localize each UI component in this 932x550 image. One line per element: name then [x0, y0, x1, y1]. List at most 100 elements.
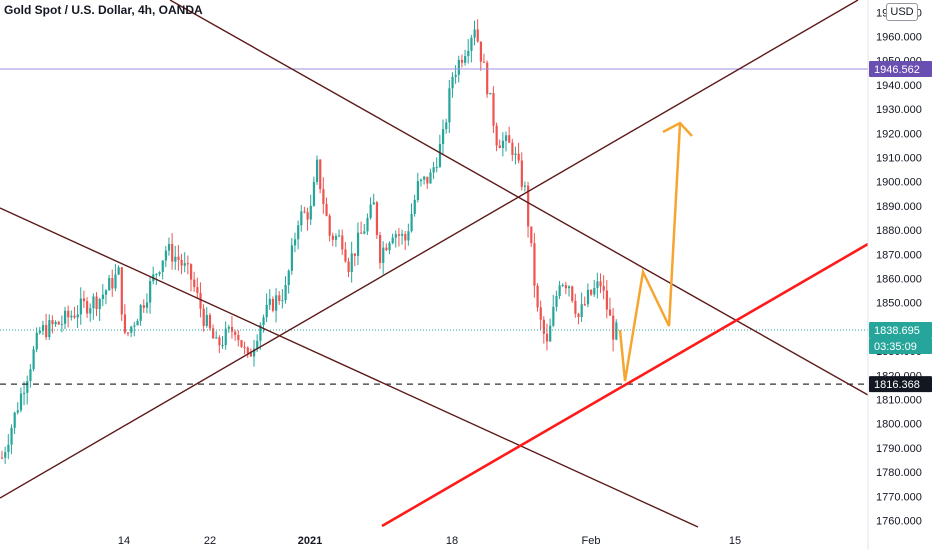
candle-body [552, 306, 555, 326]
candle-body [253, 348, 256, 357]
candle-body [454, 74, 457, 77]
candle-body [316, 159, 319, 182]
candle-body [615, 322, 618, 340]
candle-body [48, 320, 51, 338]
candle-body [590, 289, 593, 295]
y-tick-label: 1890.000 [876, 201, 922, 213]
candle-body [608, 309, 612, 316]
candle-body [230, 326, 234, 332]
candle-body [356, 232, 360, 256]
candle-body [120, 267, 123, 315]
candle-body [599, 281, 602, 287]
candle-body [331, 235, 334, 240]
candle-body [438, 143, 442, 167]
candle-body [287, 270, 290, 285]
candle-body [60, 323, 64, 325]
price-tag-label: 03:35:09 [874, 341, 917, 353]
candle-body [464, 56, 467, 63]
candle-body [517, 153, 520, 161]
candle-body [372, 202, 375, 205]
candle-body [460, 59, 464, 63]
candle-body [205, 314, 208, 326]
candle-body [432, 167, 435, 173]
candle-body [558, 285, 561, 297]
ascending-channel-line [0, 0, 859, 499]
annotation-lines [0, 0, 869, 528]
candle-body [284, 284, 287, 301]
candle-body [410, 213, 413, 232]
plot-area[interactable] [0, 0, 868, 550]
x-tick-label: Feb [582, 535, 601, 547]
red-support-trendline [381, 242, 869, 528]
candle-body [57, 321, 60, 325]
candle-body [501, 140, 505, 148]
candle-body [265, 304, 268, 318]
candle-body [133, 325, 136, 327]
price-tag-label: 1946.562 [874, 64, 920, 76]
candle-body [82, 298, 86, 302]
candle-body [101, 294, 104, 299]
y-tick-label: 1810.000 [876, 395, 922, 407]
x-tick-label: 14 [118, 535, 130, 547]
candle-body [67, 310, 70, 318]
x-tick-label: 15 [729, 535, 741, 547]
candle-body [328, 215, 331, 236]
candle-body [369, 204, 372, 218]
candle-body [139, 305, 142, 321]
candle-body [568, 286, 571, 289]
candle-body [445, 122, 448, 130]
candle-body [596, 281, 599, 288]
candle-body [338, 235, 341, 237]
y-tick-label: 1860.000 [876, 274, 922, 286]
candle-body [489, 92, 492, 95]
currency-button[interactable]: USD [886, 3, 918, 21]
lower-descending-trendline [0, 207, 699, 528]
price-axis[interactable]: 1760.000 1770.000 1780.000 1790.000 1800.000… [876, 7, 922, 527]
candle-body [202, 308, 205, 326]
x-tick-label: 2021 [298, 535, 322, 547]
candle-body [183, 263, 186, 266]
candle-body [549, 325, 552, 342]
candle-body [498, 145, 501, 148]
candle-body [281, 300, 284, 302]
candle-body [523, 185, 527, 187]
candle-body [473, 29, 476, 38]
candles-group [1, 19, 618, 464]
candle-body [423, 176, 426, 180]
candle-body [564, 285, 568, 289]
candle-body [86, 301, 89, 314]
candle-body [38, 330, 41, 333]
candle-body [64, 310, 67, 324]
y-tick-label: 1800.000 [876, 419, 922, 431]
candle-body [404, 234, 407, 241]
candle-body [602, 286, 605, 291]
time-axis[interactable]: 14 22 2021 18 Feb 15 [118, 535, 741, 547]
candle-body [583, 304, 586, 306]
candle-body [325, 204, 328, 216]
candle-body [234, 331, 237, 335]
candle-body [495, 125, 498, 146]
candle-body [130, 326, 133, 333]
candle-body [407, 231, 410, 241]
y-tick-label: 1790.000 [876, 443, 922, 455]
candle-body [577, 313, 580, 318]
candle-body [249, 353, 253, 357]
candle-body [571, 286, 574, 301]
candle-body [89, 308, 92, 314]
candle-body [479, 41, 482, 62]
candle-body [193, 279, 196, 288]
candle-body [341, 235, 344, 250]
candle-body [123, 314, 127, 333]
candle-body [344, 249, 347, 262]
price-tag-label: 1838.695 [874, 325, 920, 337]
candle-body [300, 211, 303, 226]
candle-body [508, 135, 511, 143]
candle-body [224, 328, 227, 345]
candle-body [561, 285, 564, 287]
candle-body [41, 325, 45, 331]
candle-body [180, 259, 183, 266]
candle-body [360, 232, 363, 234]
candle-body [73, 315, 76, 318]
candle-body [334, 236, 338, 240]
